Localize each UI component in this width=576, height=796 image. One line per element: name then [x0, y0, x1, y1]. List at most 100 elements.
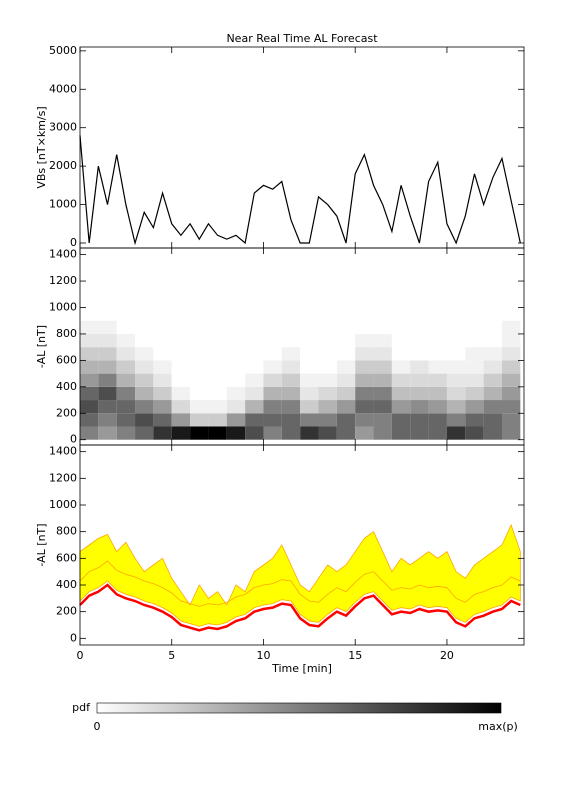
heat-cell: [153, 320, 172, 334]
heat-cell: [465, 413, 484, 427]
heat-cell: [428, 360, 447, 374]
heat-cell: [428, 320, 447, 334]
heat-cell: [80, 413, 99, 427]
heat-cell: [483, 413, 502, 427]
colorbar: [96, 702, 502, 714]
y-tick-label: 400: [56, 380, 77, 393]
heat-cell: [483, 400, 502, 414]
heat-cell: [300, 386, 319, 401]
chart-title: Near Real Time AL Forecast: [226, 32, 378, 45]
heat-cell: [208, 413, 227, 427]
heat-cell: [410, 373, 429, 387]
heat-cell: [428, 386, 447, 401]
heat-cell: [208, 347, 227, 361]
heat-cell: [501, 400, 521, 414]
y-tick-label: 200: [56, 605, 77, 618]
heat-cell: [483, 386, 502, 401]
heat-cell: [245, 426, 264, 440]
heat-cell: [80, 347, 99, 361]
heat-cell: [318, 360, 337, 374]
x-tick-label: 5: [168, 649, 175, 662]
heat-cell: [446, 360, 466, 374]
y-tick-label: 1400: [49, 445, 77, 458]
heat-cell: [171, 320, 191, 334]
heat-cell: [135, 320, 154, 334]
y-tick-label: 1000: [49, 498, 77, 511]
heat-cell: [446, 426, 466, 440]
heat-cell: [281, 426, 301, 440]
heat-cell: [355, 400, 374, 414]
heat-cell: [318, 373, 337, 387]
heat-cell: [281, 373, 301, 387]
y-tick-label: 800: [56, 525, 77, 538]
data-line: [79, 135, 521, 246]
heat-cell: [116, 400, 136, 414]
heat-cell: [391, 386, 411, 401]
heat-cell: [226, 386, 246, 401]
heat-cell: [410, 400, 429, 414]
heat-cell: [80, 426, 99, 440]
heat-cell: [336, 373, 356, 387]
y-tick-label: 200: [56, 406, 77, 419]
heat-cell: [300, 320, 319, 334]
heat-cell: [501, 386, 521, 401]
heat-cell: [98, 386, 117, 401]
heat-cell: [501, 426, 521, 440]
heat-cell: [80, 400, 99, 414]
heat-cell: [336, 333, 356, 348]
heat-cell: [446, 320, 466, 334]
heat-cell: [300, 426, 319, 440]
heat-cell: [410, 413, 429, 427]
heat-cell: [373, 373, 392, 387]
heat-cell: [98, 373, 117, 387]
axes-box: [79, 444, 525, 646]
heat-cell: [300, 400, 319, 414]
heat-cell: [190, 347, 209, 361]
heat-cell: [446, 413, 466, 427]
heat-cell: [171, 333, 191, 348]
heat-cell: [410, 426, 429, 440]
heat-cell: [281, 413, 301, 427]
heat-cell: [208, 386, 227, 401]
heat-cell: [226, 373, 246, 387]
heat-cell: [300, 373, 319, 387]
heat-cell: [410, 333, 429, 348]
y-tick-label: 3000: [49, 121, 77, 134]
heat-cell: [336, 426, 356, 440]
y-axis-label: -AL [nT]: [35, 523, 48, 566]
y-tick-label: 400: [56, 578, 77, 591]
heat-cell: [208, 320, 227, 334]
heat-cell: [245, 386, 264, 401]
heat-cell: [391, 413, 411, 427]
heat-cell: [336, 320, 356, 334]
heat-cell: [281, 386, 301, 401]
heat-cell: [355, 333, 374, 348]
heat-cell: [171, 426, 191, 440]
heat-cell: [263, 347, 282, 361]
heat-cell: [465, 426, 484, 440]
heat-cell: [318, 320, 337, 334]
y-axis-label: VBs [nT×km/s]: [35, 106, 48, 188]
heat-cell: [135, 347, 154, 361]
heat-cell: [428, 400, 447, 414]
heat-cell: [428, 426, 447, 440]
heat-cell: [465, 320, 484, 334]
heat-cell: [483, 373, 502, 387]
heat-cell: [281, 360, 301, 374]
heat-cell: [465, 400, 484, 414]
y-tick-label: 1000: [49, 300, 77, 313]
heat-cell: [373, 333, 392, 348]
heat-cell: [336, 400, 356, 414]
heat-cell: [226, 333, 246, 348]
heat-cell: [208, 360, 227, 374]
heat-cell: [373, 320, 392, 334]
heat-cell: [98, 360, 117, 374]
heat-cell: [318, 413, 337, 427]
heat-cell: [300, 360, 319, 374]
heat-cell: [318, 400, 337, 414]
heat-cell: [263, 426, 282, 440]
heat-cell: [483, 347, 502, 361]
heat-cell: [171, 360, 191, 374]
